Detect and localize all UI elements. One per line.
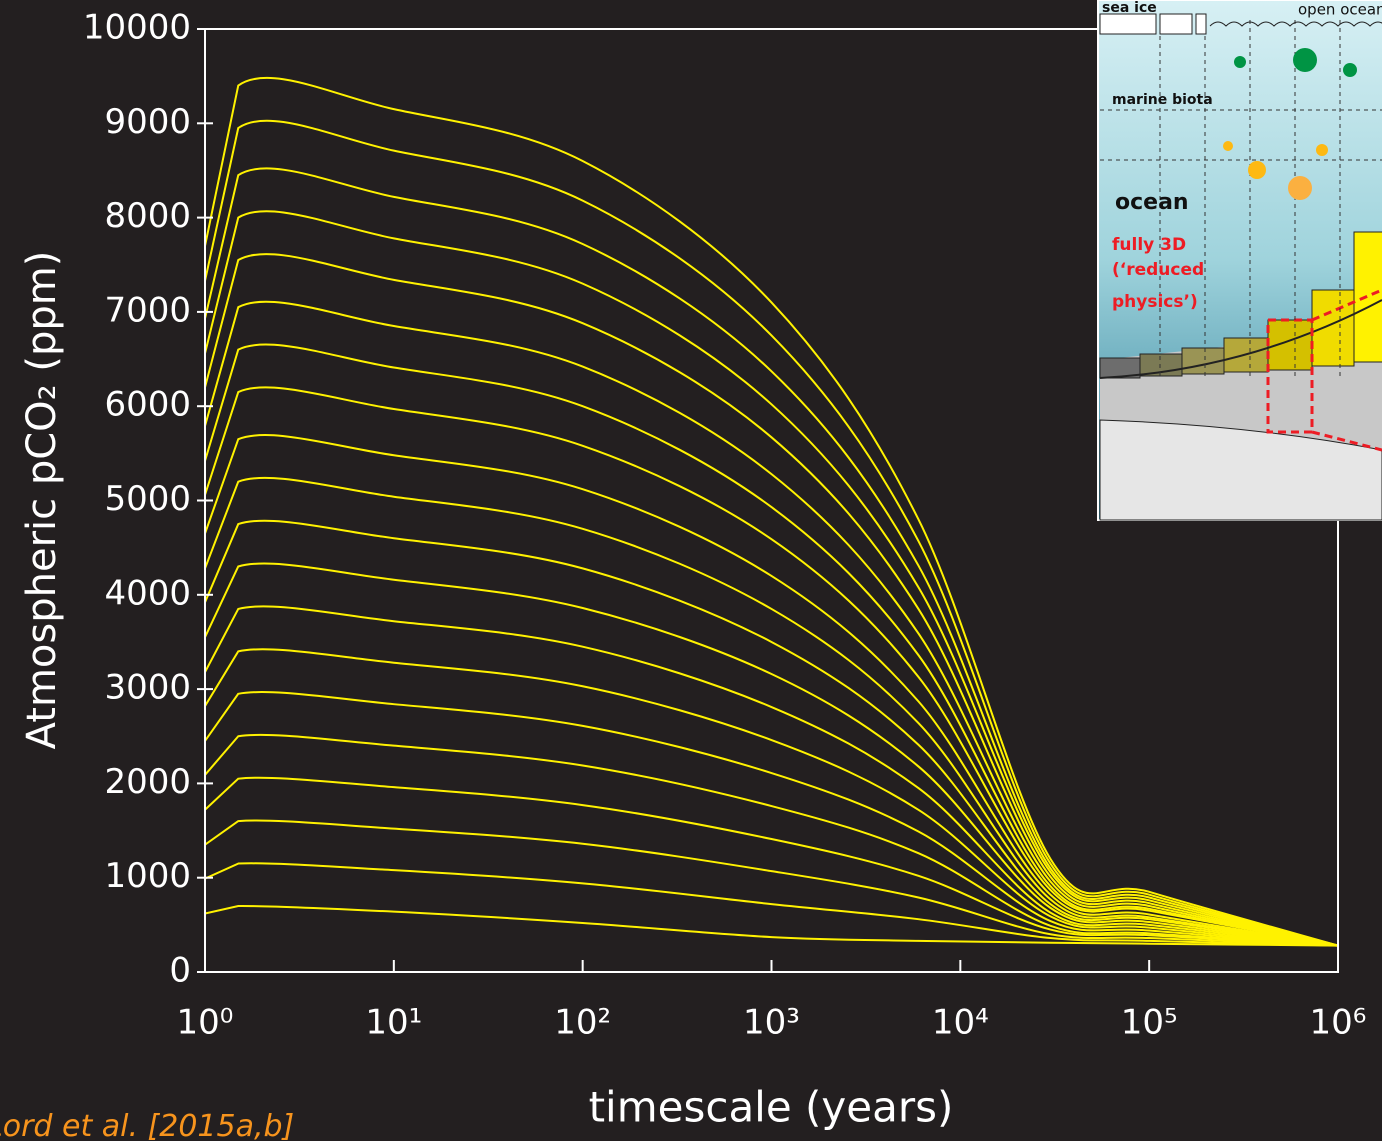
plankton (1316, 144, 1328, 156)
x-tick-label: 10⁴ (932, 1003, 989, 1043)
series-line (205, 76, 1339, 947)
series-line (205, 862, 1339, 947)
plankton (1288, 176, 1312, 200)
y-tick-label: 2000 (104, 762, 191, 802)
series-line (205, 343, 1339, 947)
series-line (205, 253, 1339, 947)
inset-label: fully 3D (1112, 235, 1186, 255)
series-line (205, 167, 1339, 947)
x-tick-label: 10⁵ (1121, 1003, 1178, 1043)
y-tick-label: 8000 (104, 196, 191, 236)
citation: Lord et al. [2015a,b] (0, 1109, 294, 1141)
series-line (205, 476, 1339, 947)
y-tick-label: 5000 (104, 479, 191, 519)
y-axis-label: Atmospheric pCO₂ (ppm) (19, 251, 65, 750)
inset-label: marine biota (1112, 92, 1213, 108)
plot-area (205, 76, 1339, 947)
series-line (205, 300, 1339, 947)
plankton (1293, 48, 1317, 72)
series-line (205, 819, 1339, 947)
series-line (205, 519, 1339, 947)
ocean-floor-line (1099, 299, 1382, 379)
box (1311, 289, 1355, 367)
series-line (205, 733, 1339, 947)
series-line (205, 904, 1339, 947)
plankton (1248, 161, 1266, 179)
ice-floe (1195, 13, 1207, 35)
x-axis-label: timescale (years) (589, 1083, 954, 1132)
inset-label: sea ice (1102, 0, 1157, 16)
axes: 0 1000 2000 3000 4000 5000 6000 7000 8000 9000 100… (83, 8, 1367, 1043)
inset-diagram: sea ice open ocean marine biota ocean fu… (1097, 0, 1382, 521)
box (1353, 231, 1382, 363)
series-line (205, 691, 1339, 947)
series-line (205, 210, 1339, 947)
ice-floe (1099, 13, 1157, 35)
y-tick-label: 10000 (83, 8, 191, 48)
plankton (1234, 56, 1246, 68)
series-line (205, 648, 1339, 947)
y-tick-label: 7000 (104, 290, 191, 330)
grid-cells (1100, 20, 1382, 380)
ice-floe (1159, 13, 1193, 35)
waves (1209, 21, 1382, 27)
y-tick-label: 0 (169, 951, 191, 991)
series-line (205, 434, 1339, 947)
x-tick-label: 10² (554, 1003, 611, 1043)
inset-label: (‘reduced (1112, 260, 1204, 280)
series-line (205, 776, 1339, 947)
inset-label: ocean (1115, 190, 1189, 215)
inset-label: open ocean (1298, 1, 1382, 19)
series-line (205, 119, 1339, 947)
y-tick-label: 4000 (104, 573, 191, 613)
x-tick-label: 10³ (743, 1003, 800, 1043)
x-tick-label: 10⁶ (1310, 1003, 1367, 1043)
series-line (205, 562, 1339, 947)
y-tick-label: 1000 (104, 856, 191, 896)
y-tick-label: 9000 (104, 102, 191, 142)
inset-label: physics’) (1112, 292, 1198, 312)
x-tick-label: 10⁰ (177, 1003, 234, 1043)
series-line (205, 386, 1339, 947)
plankton (1223, 141, 1233, 151)
series-line (205, 605, 1339, 947)
plankton (1343, 63, 1357, 77)
y-tick-label: 6000 (104, 385, 191, 425)
x-tick-label: 10¹ (365, 1003, 422, 1043)
y-tick-label: 3000 (104, 668, 191, 708)
